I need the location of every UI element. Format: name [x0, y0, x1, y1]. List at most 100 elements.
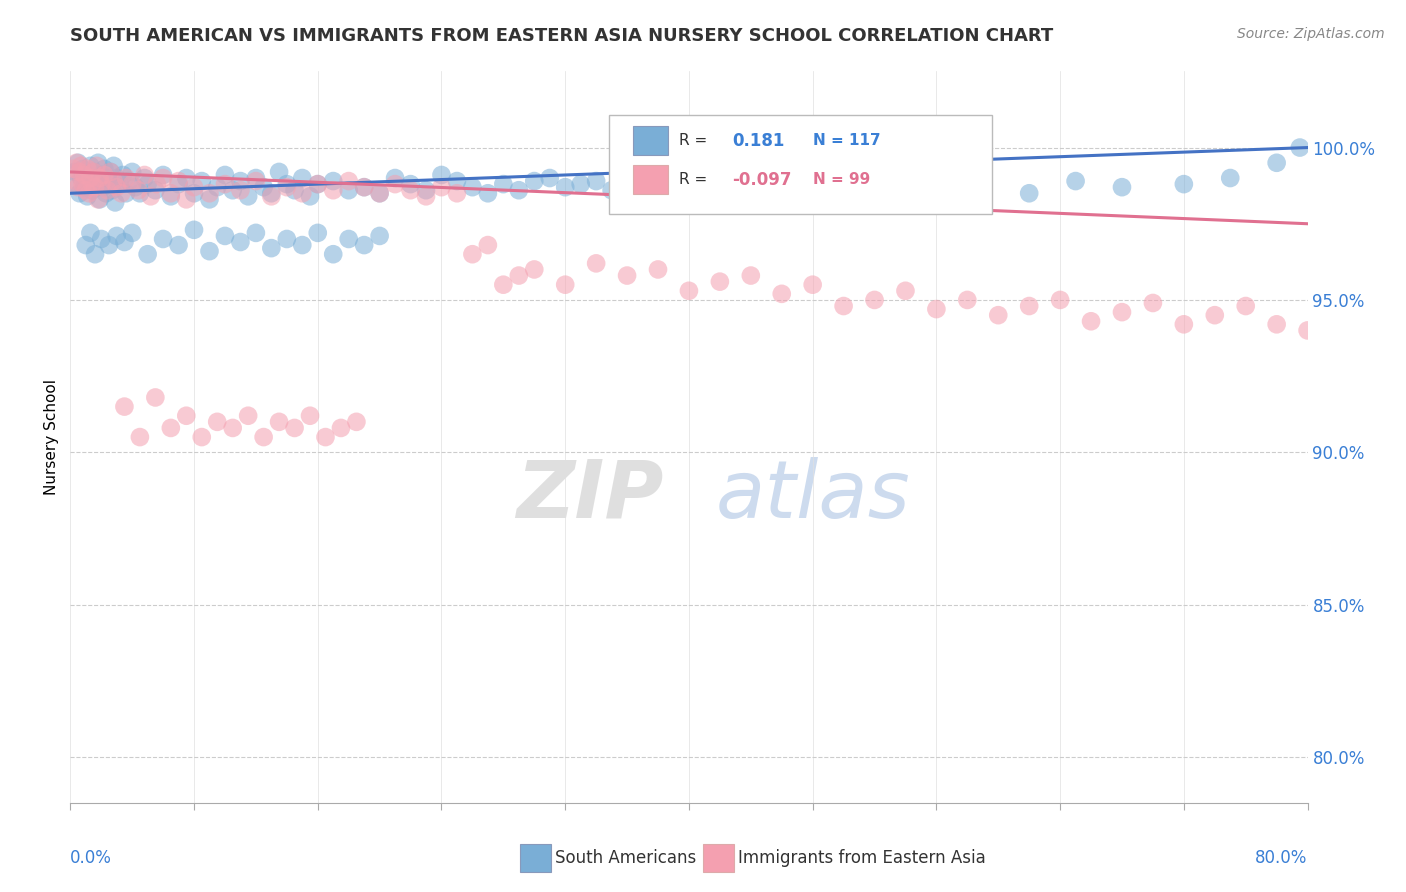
Point — [569, 177, 592, 191]
Point — [214, 229, 236, 244]
Point — [198, 193, 221, 207]
Point — [477, 186, 499, 201]
Point — [183, 180, 205, 194]
Point — [399, 177, 422, 191]
Point — [146, 177, 169, 191]
Point — [368, 229, 391, 244]
Point — [76, 189, 98, 203]
Point — [1234, 299, 1257, 313]
Point — [267, 415, 291, 429]
Point — [1173, 318, 1195, 332]
Point — [368, 186, 391, 201]
Text: N = 117: N = 117 — [813, 133, 880, 148]
Point — [76, 161, 98, 176]
Point — [740, 268, 762, 283]
Point — [96, 183, 118, 197]
Point — [253, 180, 276, 194]
Point — [152, 232, 174, 246]
Point — [384, 171, 406, 186]
Point — [299, 189, 322, 203]
Point — [284, 421, 307, 435]
Point — [554, 277, 576, 292]
Point — [307, 226, 329, 240]
Point — [69, 165, 91, 179]
Point — [79, 226, 101, 240]
Point — [253, 430, 276, 444]
Text: atlas: atlas — [716, 457, 910, 534]
Point — [67, 180, 90, 194]
Point — [1049, 293, 1071, 307]
Point — [90, 177, 112, 191]
Point — [1204, 308, 1226, 322]
Point — [124, 180, 146, 194]
Text: South Americans: South Americans — [555, 849, 696, 867]
Point — [337, 183, 360, 197]
Point — [353, 180, 375, 194]
Point — [84, 180, 107, 194]
Point — [72, 161, 94, 176]
Point — [956, 177, 979, 191]
Text: R =: R = — [679, 172, 707, 187]
Point — [415, 189, 437, 203]
Text: 0.0%: 0.0% — [70, 848, 112, 866]
Point — [98, 238, 120, 252]
Point — [1111, 180, 1133, 194]
Point — [198, 186, 221, 201]
Point — [86, 159, 108, 173]
Point — [93, 161, 115, 176]
Point — [299, 409, 322, 423]
Point — [1111, 305, 1133, 319]
Point — [1219, 171, 1241, 186]
Point — [523, 262, 546, 277]
Point — [191, 174, 214, 188]
Point — [245, 171, 267, 186]
Point — [631, 177, 654, 191]
Point — [267, 165, 291, 179]
Point — [84, 177, 107, 191]
Point — [492, 177, 515, 191]
Text: -0.097: -0.097 — [733, 170, 792, 188]
Point — [1018, 299, 1040, 313]
Point — [127, 183, 149, 197]
Point — [678, 186, 700, 201]
Point — [89, 193, 111, 207]
Point — [167, 174, 190, 188]
Point — [229, 235, 252, 249]
Point — [160, 189, 183, 203]
Point — [75, 238, 97, 252]
Point — [245, 226, 267, 240]
Point — [430, 168, 453, 182]
Point — [647, 262, 669, 277]
Point — [585, 174, 607, 188]
Point — [105, 180, 128, 194]
Point — [353, 180, 375, 194]
Point — [368, 186, 391, 201]
Point — [87, 193, 110, 207]
Point — [87, 156, 110, 170]
Point — [136, 177, 159, 191]
Point — [330, 421, 353, 435]
Point — [214, 168, 236, 182]
Point — [222, 183, 245, 197]
Point — [399, 183, 422, 197]
Point — [1173, 177, 1195, 191]
Point — [82, 165, 105, 179]
Point — [260, 241, 283, 255]
Point — [152, 171, 174, 186]
Point — [260, 189, 283, 203]
Point — [70, 171, 93, 186]
Point — [322, 174, 344, 188]
Point — [229, 174, 252, 188]
Point — [105, 171, 128, 186]
Point — [100, 165, 122, 179]
Text: ZIP: ZIP — [516, 457, 664, 534]
Point — [80, 183, 103, 197]
Point — [75, 168, 97, 182]
Point — [276, 232, 298, 246]
Point — [709, 180, 731, 194]
Point — [1064, 174, 1087, 188]
Point — [86, 171, 108, 186]
Point — [1265, 156, 1288, 170]
Y-axis label: Nursery School: Nursery School — [44, 379, 59, 495]
Point — [79, 159, 101, 173]
